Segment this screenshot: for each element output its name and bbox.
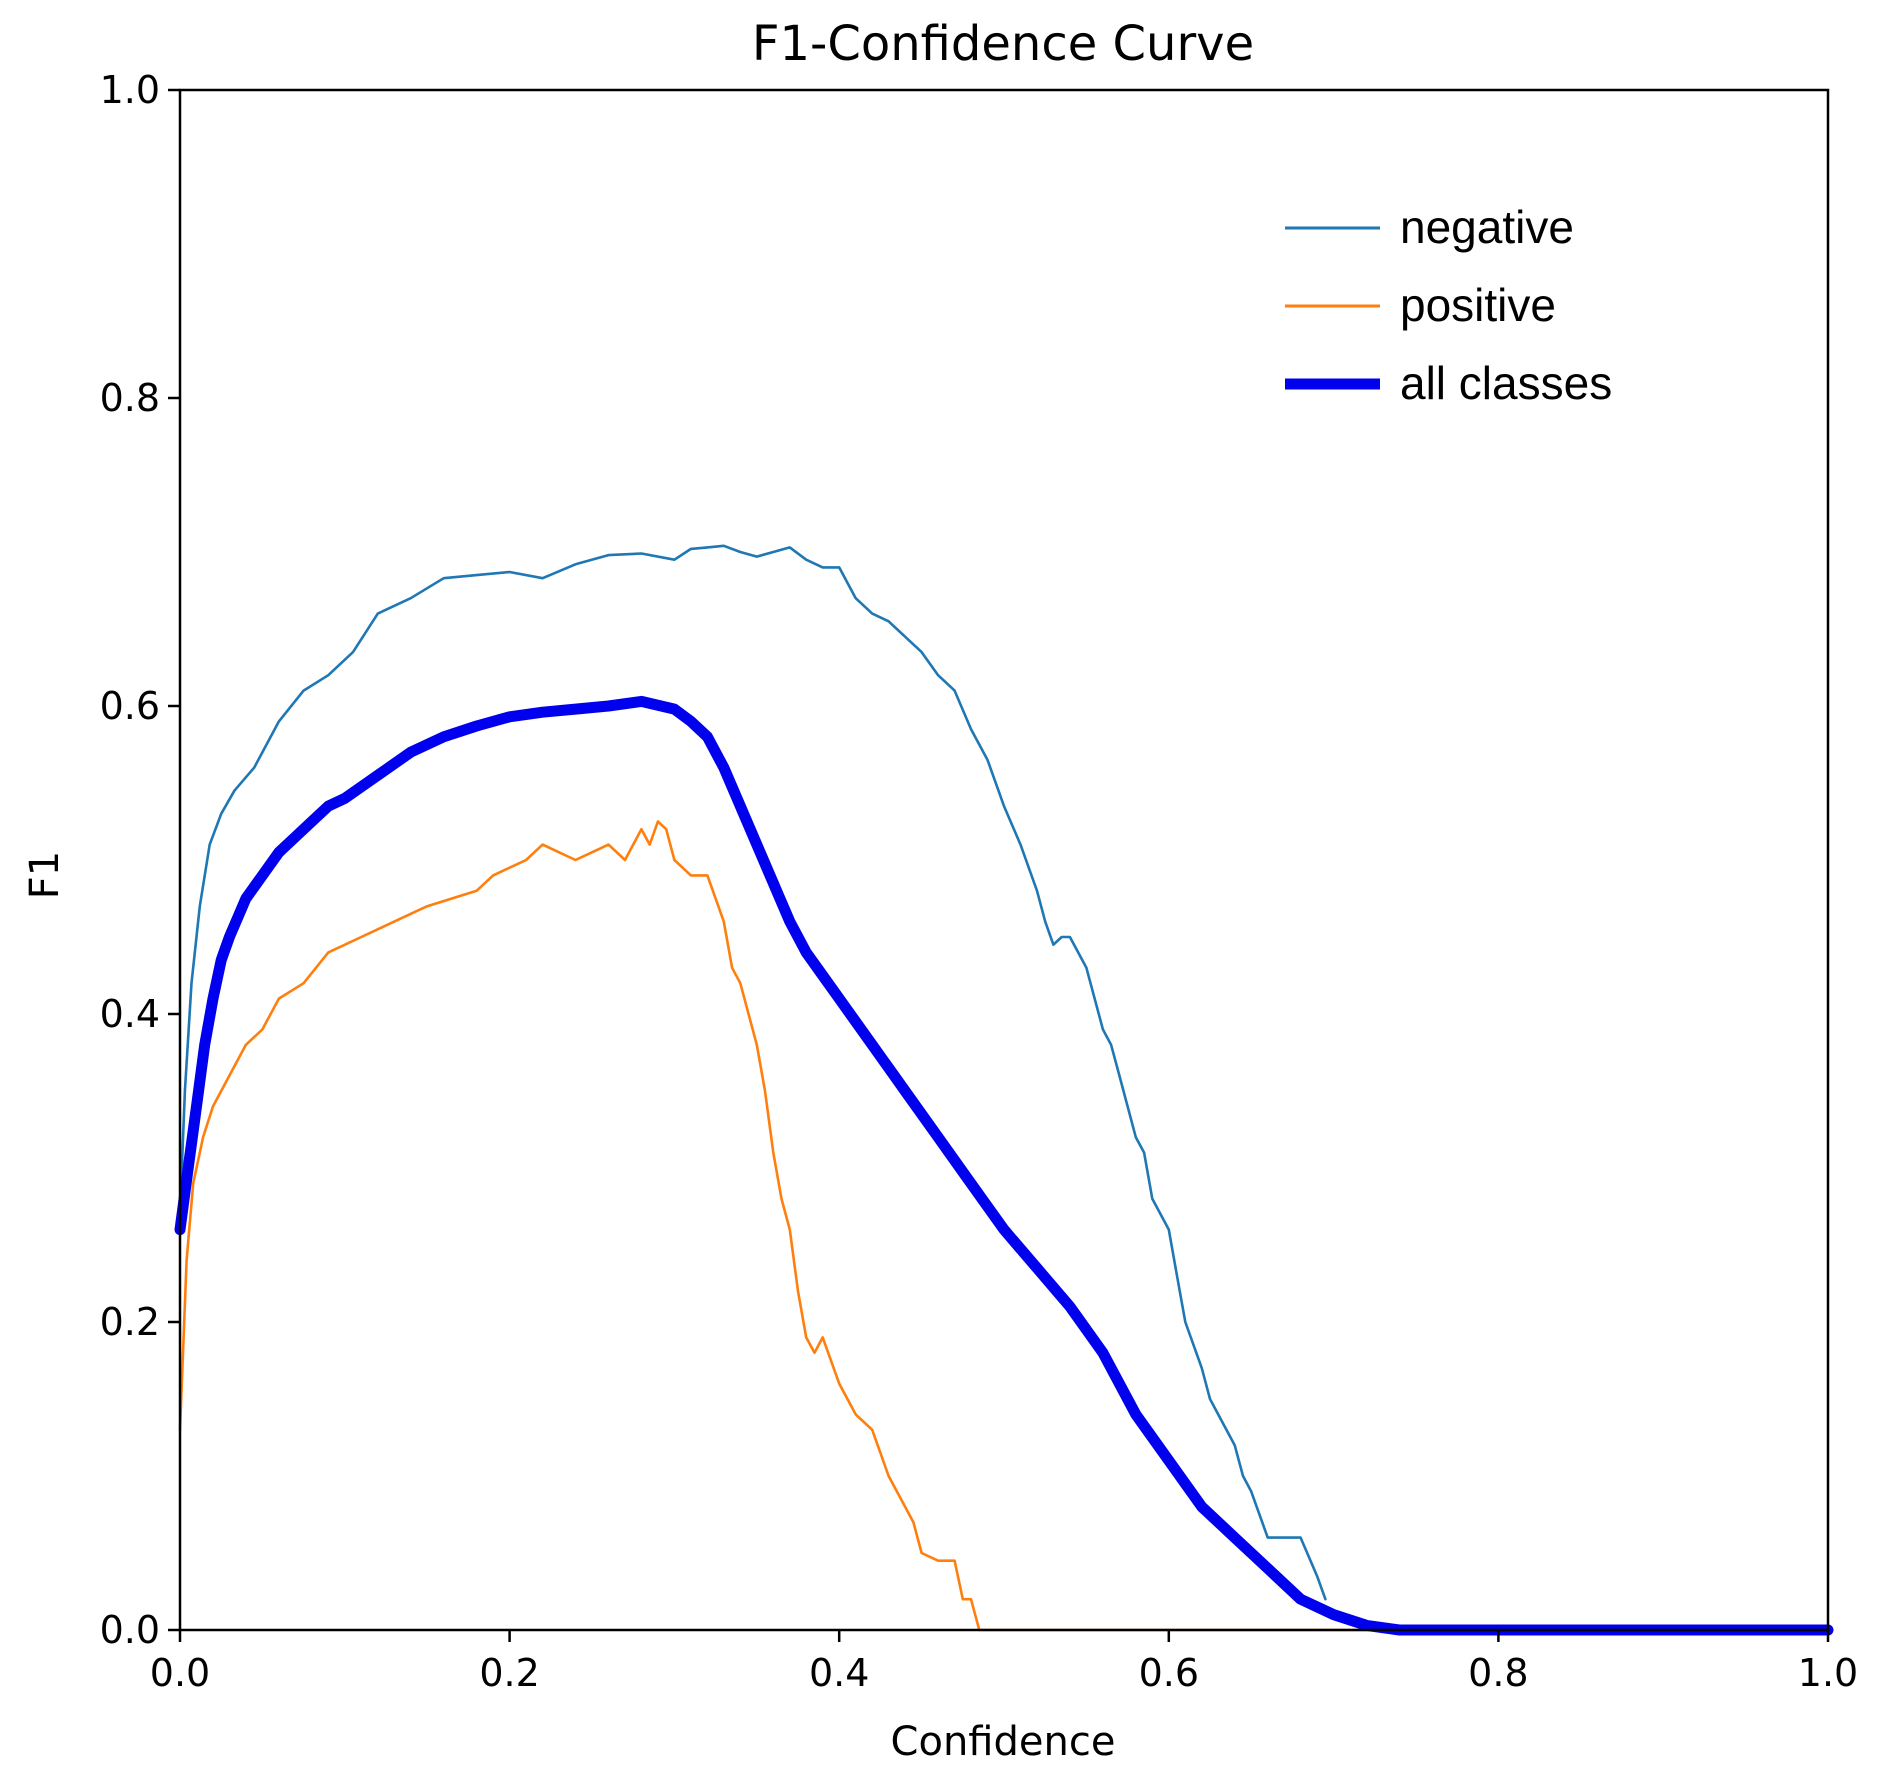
legend-label-negative: negative: [1400, 201, 1574, 253]
chart-title: F1-Confidence Curve: [752, 16, 1254, 72]
y-axis-title: F1: [22, 851, 68, 899]
x-tick-label: 0.4: [809, 1651, 869, 1695]
y-tick-label: 0.6: [100, 684, 160, 728]
legend-label-positive: positive: [1400, 279, 1556, 331]
x-tick-label: 0.8: [1468, 1651, 1528, 1695]
legend-label-all-classes: all classes: [1400, 357, 1612, 409]
series-line-all-classes: [174, 695, 1834, 1636]
y-tick-label: 1.0: [100, 68, 160, 112]
y-tick-label: 0.4: [100, 992, 160, 1036]
x-tick-label: 1.0: [1798, 1651, 1858, 1695]
series-line-positive: [178, 820, 1830, 1632]
series-layer: [174, 544, 1834, 1636]
ticks-layer: 0.0 0.2 0.4 0.6 0.8 1.0 0.0 0.2 0.4 0.6 0.8 1.0: [100, 68, 1859, 1695]
series-line-negative: [178, 544, 1327, 1601]
x-tick-label: 0.6: [1139, 1651, 1199, 1695]
y-tick-label: 0.8: [100, 376, 160, 420]
y-tick-label: 0.0: [100, 1608, 160, 1652]
y-tick-label: 0.2: [100, 1300, 160, 1344]
x-tick-label: 0.2: [479, 1651, 539, 1695]
legend: negative positive all classes: [1285, 201, 1612, 409]
x-tick-label: 0.0: [150, 1651, 210, 1695]
x-axis-title: Confidence: [891, 1719, 1116, 1765]
plot-frame: [178, 88, 1830, 1632]
